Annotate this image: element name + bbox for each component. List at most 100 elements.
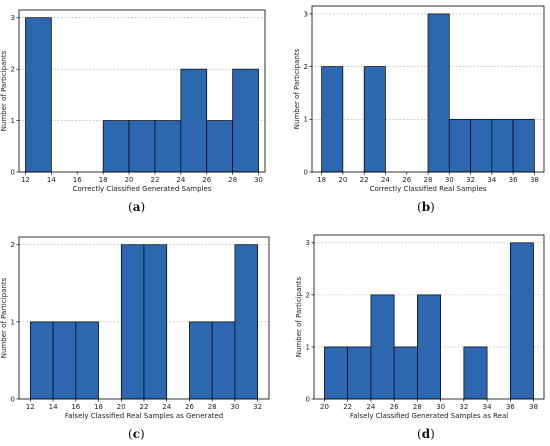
bar-d-6 [509,242,534,400]
bar-b-3 [448,118,471,173]
histogram-b: 18 20 22 24 26 28 30 32 34 36 38 0 1 2 3 Correctly Clas… [275,0,550,196]
bar-c-7 [234,244,258,400]
xtick-label-b-22: 22 [360,176,369,184]
ytick-label-b-0: 0 [304,168,308,176]
bar-b-5 [491,118,514,173]
bar-c-5 [189,321,213,400]
ytick-label-b-2: 2 [304,63,308,71]
histogram-b-svg: 18 20 22 24 26 28 30 32 34 36 38 0 1 2 3 Correctly Clas… [293,5,545,193]
caption-d: (d) [417,427,435,441]
caption-b-letter: b [421,200,431,214]
bar-c-2 [75,321,99,400]
xtick-label-c-12: 12 [26,403,35,411]
plot-frame-d [313,234,545,400]
xtick-label-c-16: 16 [71,403,80,411]
ytick-label-d-0: 0 [306,395,310,403]
bar-b-0 [321,66,344,173]
bar-c-4 [143,244,168,400]
xtick-label-a-24: 24 [176,176,185,184]
bar-d-4 [417,294,441,400]
ytick-label-b-3: 3 [304,10,308,18]
xtick-label-c-30: 30 [230,403,239,411]
ytick-label-a-2: 2 [11,66,15,74]
bar-a-5 [206,120,233,173]
bar-b-1 [363,66,386,173]
xtick-label-a-20: 20 [125,176,134,184]
xtick-label-d-36: 36 [506,403,515,411]
xtick-label-d-38: 38 [529,403,538,411]
bar-d-1 [347,346,372,400]
ylabel-a: Number of Participants [0,50,8,131]
xtick-label-c-28: 28 [208,403,217,411]
histogram-a: 12 14 16 18 20 22 24 26 28 30 0 1 2 3 Correctly Classi… [0,0,275,196]
ylabel-c: Number of Participants [0,277,8,358]
xtick-label-b-18: 18 [317,176,326,184]
xtick-label-d-34: 34 [483,403,492,411]
xtick-label-c-26: 26 [185,403,194,411]
xtick-label-b-34: 34 [487,176,496,184]
bar-a-2 [128,120,156,173]
xtick-label-b-26: 26 [402,176,411,184]
bar-c-1 [52,321,77,400]
xlabel-a: Correctly Classified Generated Samples [73,185,212,193]
bar-c-6 [211,321,236,400]
caption-a: (a) [128,200,146,214]
xtick-label-d-28: 28 [413,403,422,411]
xtick-label-a-28: 28 [228,176,237,184]
bar-a-4 [180,68,208,173]
ytick-label-c-1: 1 [11,318,15,326]
xtick-label-c-18: 18 [94,403,103,411]
bar-d-2 [370,294,395,400]
ytick-label-d-3: 3 [306,239,310,247]
histogram-d-svg: 20 22 24 26 28 30 32 34 36 38 0 1 2 3 Falsely Classifi… [295,234,545,420]
caption-c: (c) [128,427,145,441]
xlabel-b: Correctly Classified Real Samples [370,185,487,193]
histogram-c: 12 14 16 18 20 22 24 26 28 30 32 0 1 2 Falsely Classif… [0,226,275,422]
xtick-label-a-14: 14 [47,176,56,184]
ytick-label-a-1: 1 [11,117,15,125]
xtick-label-b-32: 32 [466,176,475,184]
xtick-label-b-30: 30 [445,176,454,184]
caption-d-letter: d [421,427,431,441]
bar-b-2 [427,13,450,173]
xtick-label-a-30: 30 [254,176,263,184]
xtick-label-b-38: 38 [530,176,539,184]
xtick-label-a-18: 18 [99,176,108,184]
bar-c-3 [120,244,145,400]
bar-b-6 [512,118,535,173]
caption-a-letter: a [132,200,141,214]
bar-a-1 [102,120,130,173]
ytick-label-a-0: 0 [11,168,15,176]
xtick-label-c-24: 24 [162,403,171,411]
caption-c-letter: c [132,427,140,441]
xtick-label-a-12: 12 [21,176,30,184]
xtick-label-b-20: 20 [338,176,347,184]
ytick-label-c-0: 0 [11,395,15,403]
xtick-label-b-24: 24 [381,176,390,184]
bar-b-4 [470,118,493,173]
ytick-label-d-1: 1 [306,343,310,351]
xlabel-d: Falsely Classified Generated Samples as … [350,412,508,420]
ytick-label-a-3: 3 [11,14,15,22]
ytick-label-d-2: 2 [306,291,310,299]
bar-d-3 [393,346,418,400]
xtick-label-a-16: 16 [73,176,82,184]
caption-b: (b) [417,200,435,214]
ylabel-b: Number of Participants [293,48,301,129]
xtick-label-d-30: 30 [436,403,445,411]
xtick-label-d-20: 20 [320,403,329,411]
xtick-label-c-20: 20 [117,403,126,411]
ytick-label-c-2: 2 [11,241,15,249]
histogram-d: 20 22 24 26 28 30 32 34 36 38 0 1 2 3 Falsely Classifi… [275,226,550,422]
plot-frame-a [18,9,266,173]
bar-a-3 [154,120,182,173]
xtick-label-b-36: 36 [509,176,518,184]
bar-c-0 [30,321,54,400]
bar-a-6 [232,68,259,173]
xtick-label-d-26: 26 [390,403,399,411]
bar-a-0 [25,17,52,173]
xtick-label-a-26: 26 [202,176,211,184]
ylabel-d: Number of Participants [295,276,303,357]
